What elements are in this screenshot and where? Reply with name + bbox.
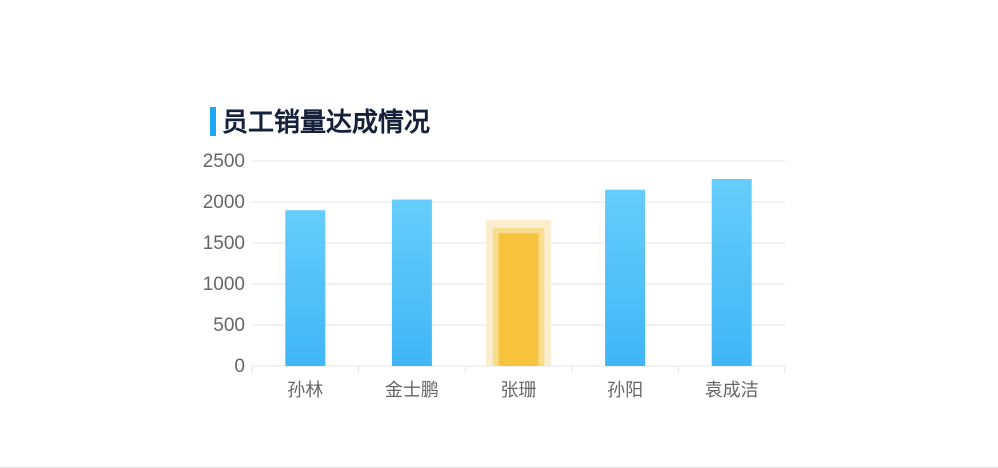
svg-text:袁成洁: 袁成洁	[705, 380, 759, 400]
svg-text:1500: 1500	[203, 233, 245, 254]
svg-text:张珊: 张珊	[501, 380, 537, 400]
svg-text:金士鹏: 金士鹏	[385, 380, 439, 400]
svg-text:2500: 2500	[203, 151, 245, 172]
svg-text:500: 500	[213, 315, 245, 336]
svg-text:0: 0	[234, 356, 245, 377]
svg-text:孙林: 孙林	[287, 380, 323, 400]
svg-text:1000: 1000	[203, 274, 245, 295]
svg-text:孙阳: 孙阳	[607, 380, 643, 400]
svg-text:2000: 2000	[203, 192, 245, 213]
